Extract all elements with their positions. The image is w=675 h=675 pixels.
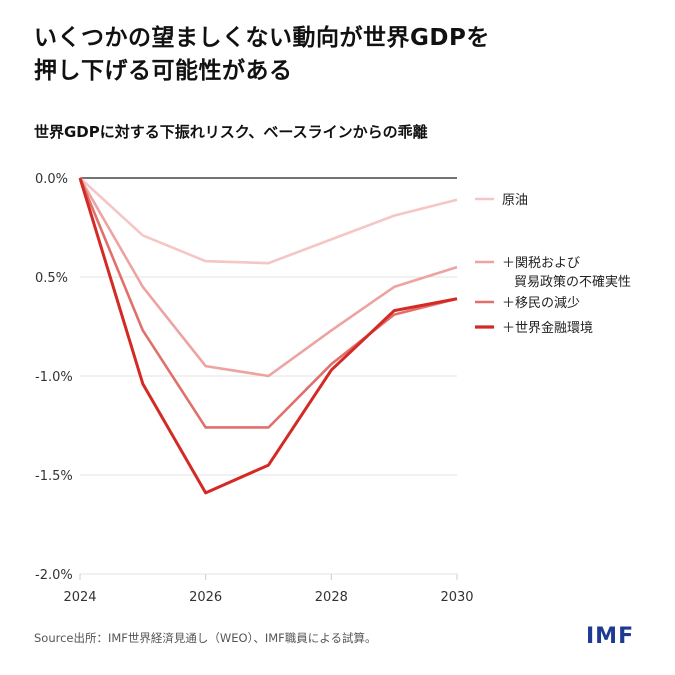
legend-label: ＋関税および [502,256,580,271]
x-tick-label: 2030 [440,590,473,605]
series-line-1 [79,177,458,265]
x-tick-label: 2026 [189,590,222,605]
y-tick-label: -2.0% [35,568,73,583]
legend-label: ＋移民の減少 [502,295,580,311]
y-tick-label: 0.0% [35,172,68,187]
source-note: Source出所：IMF世界経済見通し（WEO）、IMF職員による試算。 [34,631,377,645]
x-tick-label: 2028 [315,590,348,605]
y-tick-label: 0.5% [35,271,68,286]
series-line-2 [78,177,458,378]
legend-label-line2: 貿易政策の不確実性 [514,274,631,290]
imf-logo: IMF [586,624,635,649]
y-tick-label: -1.0% [35,370,73,385]
chart-title: いくつかの望ましくない動向が世界GDPを 押し下げる可能性がある [34,22,490,88]
title-line-2: 押し下げる可能性がある [34,58,293,84]
x-tick-label: 2024 [63,590,96,605]
title-line-1: いくつかの望ましくない動向が世界GDPを [34,25,490,51]
legend-label: 原油 [502,193,528,208]
series-line-4 [78,177,458,495]
series-line-3 [78,177,458,429]
legend-label: ＋世界金融環境 [502,320,593,336]
y-tick-label: -1.5% [35,469,73,484]
chart-subtitle: 世界GDPに対する下振れリスク、ベースラインからの乖離 [34,123,428,141]
